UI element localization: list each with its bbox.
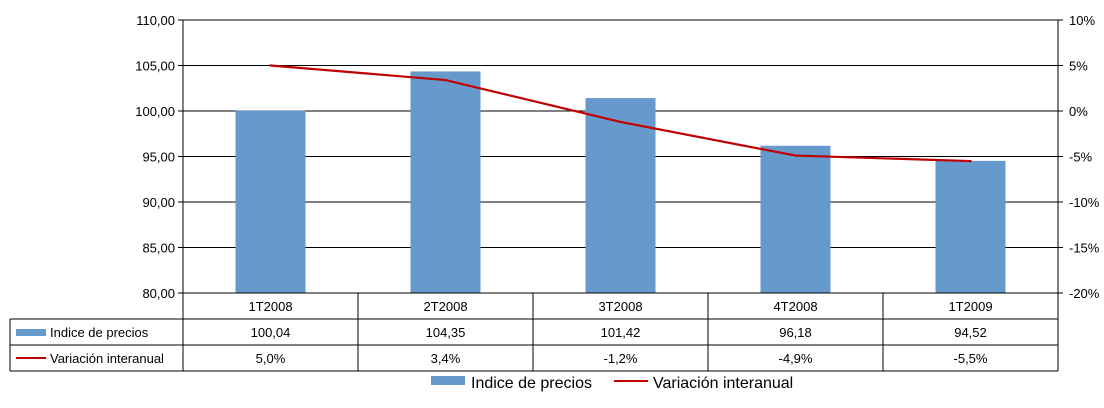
data-label-indice-1T2009: 94,52 <box>954 325 987 340</box>
right-axis-tick-label-5: 5% <box>1069 59 1088 74</box>
category-label-1T2008: 1T2008 <box>248 299 292 314</box>
bar-2T2008 <box>410 71 481 293</box>
line-point-4T2008 <box>794 154 797 157</box>
data-label-variacion-4T2008: -4,9% <box>779 351 813 366</box>
left-axis-tick-label-2: 90,00 <box>142 195 175 210</box>
category-label-4T2008: 4T2008 <box>773 299 817 314</box>
line-point-3T2008 <box>619 120 622 124</box>
right-axis-tick-label-0: -20% <box>1069 286 1100 301</box>
bar-1T2008 <box>235 110 306 293</box>
line-point-1T2008 <box>269 64 272 67</box>
left-axis-tick-label-1: 85,00 <box>142 241 175 256</box>
legend-label-indice: Indice de precios <box>471 375 592 392</box>
right-axis-tick-label-3: -5% <box>1069 150 1093 165</box>
right-axis-tick-label-6: 10% <box>1069 13 1095 28</box>
table-legend-key-indice <box>16 329 46 336</box>
right-axis-tick-label-1: -15% <box>1069 241 1100 256</box>
right-axis-tick-label-4: 0% <box>1069 104 1088 119</box>
category-label-3T2008: 3T2008 <box>598 299 642 314</box>
bar-1T2009 <box>935 160 1006 293</box>
legend-key-indice <box>431 376 465 385</box>
category-label-2T2008: 2T2008 <box>423 299 467 314</box>
data-label-variacion-1T2009: -5,5% <box>954 351 988 366</box>
data-label-variacion-2T2008: 3,4% <box>431 351 461 366</box>
line-point-1T2009 <box>969 159 972 163</box>
table-series-label-indice: Indice de precios <box>50 325 149 340</box>
bar-3T2008 <box>585 98 656 293</box>
data-label-indice-1T2008: 100,04 <box>251 325 291 340</box>
legend-label-variacion: Variación interanual <box>653 375 793 392</box>
data-label-variacion-1T2008: 5,0% <box>256 351 286 366</box>
left-axis-tick-label-6: 110,00 <box>136 13 175 28</box>
left-axis-tick-label-0: 80,00 <box>142 286 175 301</box>
data-label-indice-3T2008: 101,42 <box>601 325 641 340</box>
data-label-indice-4T2008: 96,18 <box>779 325 812 340</box>
data-label-indice-2T2008: 104,35 <box>426 325 466 340</box>
category-label-1T2009: 1T2009 <box>948 299 992 314</box>
right-axis-tick-label-2: -10% <box>1069 195 1100 210</box>
data-label-variacion-3T2008: -1,2% <box>604 351 638 366</box>
bar-4T2008 <box>760 145 831 293</box>
table-series-label-variacion: Variación interanual <box>50 351 164 366</box>
line-point-2T2008 <box>444 78 447 82</box>
left-axis-tick-label-5: 105,00 <box>135 59 175 74</box>
left-axis-tick-label-3: 95,00 <box>142 150 175 165</box>
left-axis-tick-label-4: 100,00 <box>135 104 175 119</box>
